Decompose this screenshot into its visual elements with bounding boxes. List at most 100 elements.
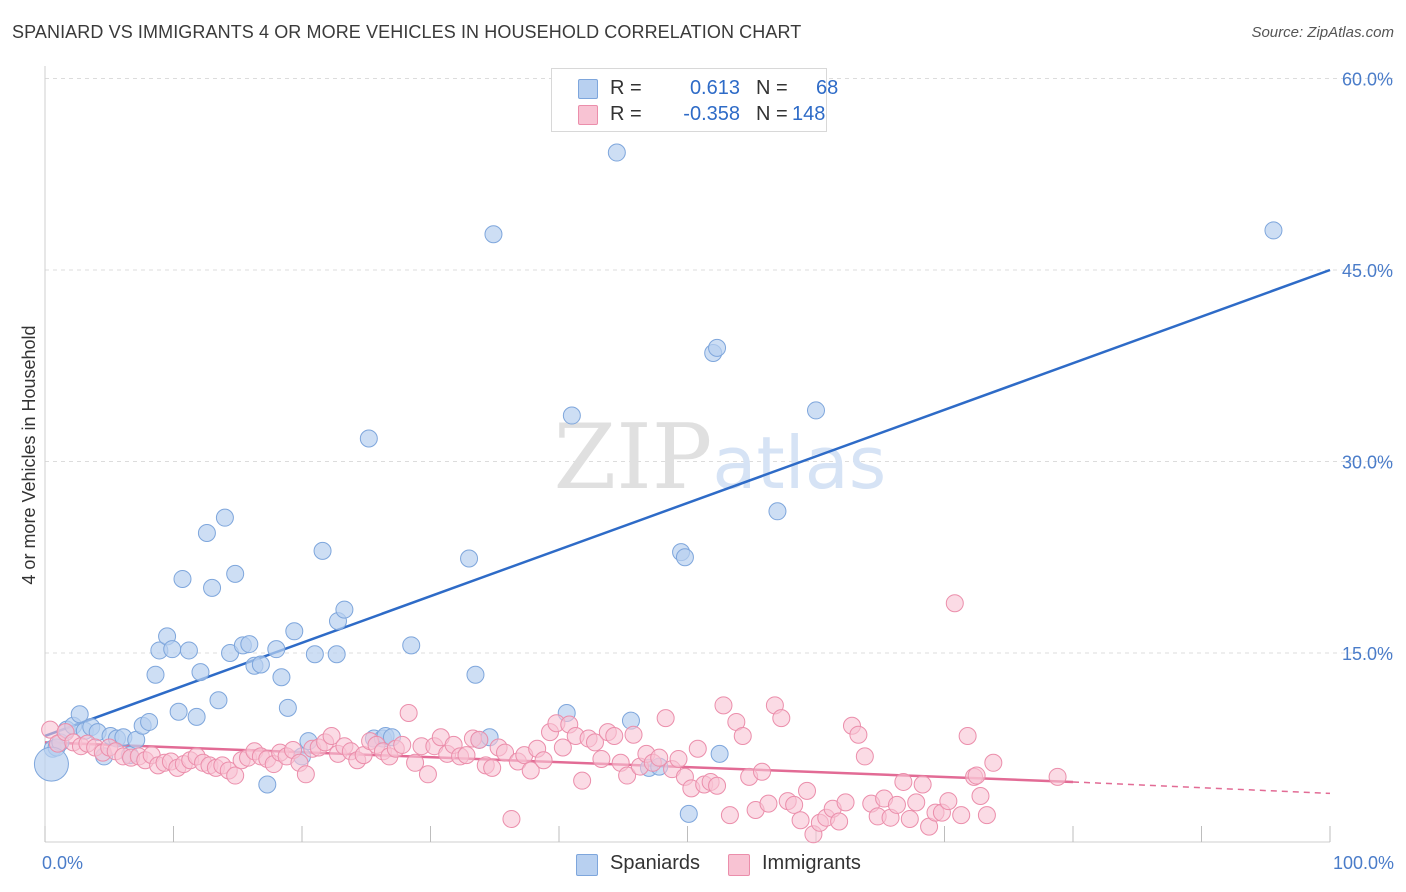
data-point-spaniards xyxy=(169,702,188,721)
data-point-immigrants xyxy=(483,758,502,777)
data-point-immigrants xyxy=(887,795,906,814)
series-immigrants xyxy=(41,594,1067,844)
legend: R = 0.613 N = 68 R = -0.358 N = 148 xyxy=(551,68,838,132)
data-point-immigrants xyxy=(585,733,604,752)
data-point-immigrants xyxy=(393,735,412,754)
data-point-spaniards xyxy=(466,665,485,684)
bottom-legend-label-spaniards: Spaniards xyxy=(610,852,701,874)
series-spaniards xyxy=(33,143,1283,823)
y-tick-label: 60.0% xyxy=(1342,70,1393,90)
bottom-legend-swatch-spaniards xyxy=(576,854,598,876)
trend-lines xyxy=(44,268,1331,795)
data-point-immigrants xyxy=(399,704,418,723)
legend-r-value: -0.358 xyxy=(683,103,740,125)
data-point-spaniards xyxy=(679,804,698,823)
data-point-spaniards xyxy=(215,508,234,527)
data-point-spaniards xyxy=(484,225,503,244)
chart-title: SPANIARD VS IMMIGRANTS 4 OR MORE VEHICLE… xyxy=(12,22,802,42)
trend-line-spaniards xyxy=(44,268,1331,738)
data-point-spaniards xyxy=(402,636,421,655)
data-point-immigrants xyxy=(708,776,727,795)
data-point-immigrants xyxy=(984,753,1003,772)
data-point-immigrants xyxy=(1048,767,1067,786)
data-point-spaniards xyxy=(359,429,378,448)
y-tick-label: 45.0% xyxy=(1342,261,1393,281)
data-point-immigrants xyxy=(553,738,572,757)
data-point-immigrants xyxy=(900,809,919,828)
data-point-immigrants xyxy=(849,725,868,744)
data-point-spaniards xyxy=(197,523,216,542)
data-point-spaniards xyxy=(163,640,182,659)
data-point-immigrants xyxy=(855,747,874,766)
data-point-immigrants xyxy=(952,806,971,825)
data-point-immigrants xyxy=(618,766,637,785)
data-point-immigrants xyxy=(720,806,739,825)
data-point-immigrants xyxy=(907,793,926,812)
data-point-spaniards xyxy=(768,502,787,521)
data-point-immigrants xyxy=(791,811,810,830)
data-point-immigrants xyxy=(939,792,958,811)
data-point-spaniards xyxy=(562,406,581,425)
legend-n-label: N = xyxy=(756,103,788,125)
data-point-immigrants xyxy=(656,709,675,728)
data-point-immigrants xyxy=(650,748,669,767)
data-point-spaniards xyxy=(209,691,228,710)
data-point-immigrants xyxy=(470,730,489,749)
data-point-spaniards xyxy=(313,541,332,560)
data-point-spaniards xyxy=(146,665,165,684)
data-point-spaniards xyxy=(1264,221,1283,240)
legend-r-label: R = xyxy=(610,77,642,99)
data-point-immigrants xyxy=(406,753,425,772)
data-point-immigrants xyxy=(502,809,521,828)
data-point-spaniards xyxy=(285,622,304,641)
data-point-spaniards xyxy=(251,655,270,674)
data-point-spaniards xyxy=(258,775,277,794)
data-point-immigrants xyxy=(785,795,804,814)
data-point-immigrants xyxy=(753,762,772,781)
legend-r-value: 0.613 xyxy=(689,77,740,99)
data-point-immigrants xyxy=(418,765,437,784)
data-point-spaniards xyxy=(187,707,206,726)
data-point-spaniards xyxy=(179,641,198,660)
legend-swatch-immigrants xyxy=(578,105,598,125)
watermark-text: ZIPatlas xyxy=(554,405,887,510)
data-point-immigrants xyxy=(669,749,688,768)
data-point-spaniards xyxy=(327,645,346,664)
data-point-immigrants xyxy=(226,766,245,785)
data-point-spaniards xyxy=(708,338,727,357)
data-point-spaniards xyxy=(226,564,245,583)
data-point-immigrants xyxy=(971,786,990,805)
data-point-immigrants xyxy=(457,746,476,765)
data-point-immigrants xyxy=(759,794,778,813)
trend-line-immigrants-extension xyxy=(1072,781,1331,795)
data-point-spaniards xyxy=(607,143,626,162)
data-point-immigrants xyxy=(772,709,791,728)
data-point-immigrants xyxy=(624,725,643,744)
x-tick-label-min: 0.0% xyxy=(42,853,83,873)
data-point-spaniards xyxy=(173,569,192,588)
x-tick-label-max: 100.0% xyxy=(1333,853,1394,873)
y-tick-label: 30.0% xyxy=(1342,453,1393,473)
data-point-spaniards xyxy=(460,549,479,568)
data-point-immigrants xyxy=(688,739,707,758)
data-point-spaniards xyxy=(335,600,354,619)
data-point-spaniards xyxy=(807,401,825,420)
y-tick-label: 15.0% xyxy=(1342,644,1393,664)
data-point-immigrants xyxy=(967,766,986,785)
data-point-immigrants xyxy=(573,771,592,790)
data-point-spaniards xyxy=(140,712,159,731)
data-point-spaniards xyxy=(267,640,286,659)
bottom-legend-label-immigrants: Immigrants xyxy=(762,852,861,874)
data-point-immigrants xyxy=(605,726,624,745)
data-point-immigrants xyxy=(534,751,553,770)
data-point-immigrants xyxy=(714,696,733,715)
data-point-immigrants xyxy=(322,726,341,745)
data-point-spaniards xyxy=(278,698,297,717)
data-point-immigrants xyxy=(894,772,913,791)
data-point-spaniards xyxy=(272,668,291,687)
data-point-immigrants xyxy=(913,775,932,794)
legend-n-label: N = xyxy=(756,77,788,99)
legend-swatch-spaniards xyxy=(578,79,598,99)
legend-r-label: R = xyxy=(610,103,642,125)
